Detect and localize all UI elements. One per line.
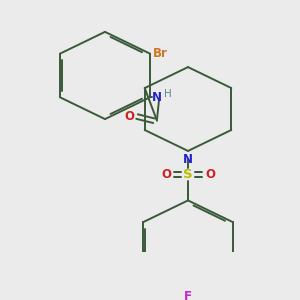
- Text: S: S: [183, 168, 193, 181]
- Text: N: N: [183, 153, 193, 166]
- Text: H: H: [164, 89, 172, 99]
- Text: N: N: [152, 91, 162, 104]
- Text: Br: Br: [153, 47, 168, 60]
- Text: O: O: [205, 168, 215, 181]
- Text: O: O: [161, 168, 171, 181]
- Text: O: O: [124, 110, 134, 123]
- Text: F: F: [184, 290, 192, 300]
